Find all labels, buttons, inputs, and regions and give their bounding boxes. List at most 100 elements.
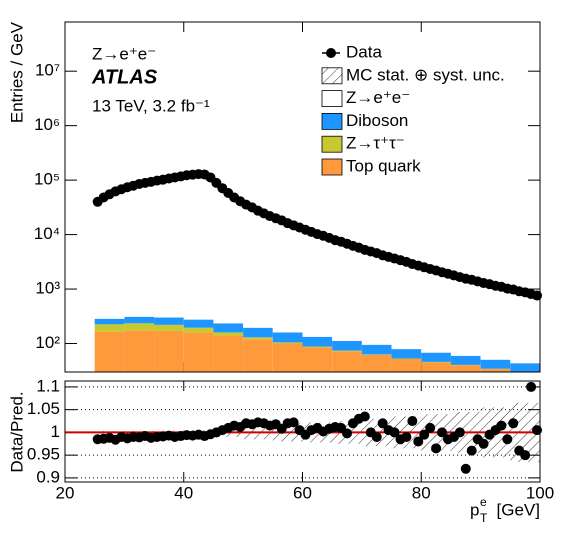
ratio-point xyxy=(419,429,430,440)
stack-bar xyxy=(272,342,303,344)
ratio-point xyxy=(437,427,448,438)
stack-bar xyxy=(154,330,184,372)
y-tick-label: 10⁷ xyxy=(35,61,60,80)
plot-frame xyxy=(64,380,541,483)
stack-bar xyxy=(450,355,481,365)
stack-bar xyxy=(480,359,511,369)
ratio-point xyxy=(389,427,400,438)
y-tick-label: 1 xyxy=(51,422,60,441)
ratio-point xyxy=(460,463,471,474)
legend-marker xyxy=(321,113,343,130)
ratio-point xyxy=(502,434,513,445)
stack-bar xyxy=(510,291,540,364)
stack-bar xyxy=(94,324,125,332)
y-tick-label: 10⁶ xyxy=(34,115,60,134)
ratio-point xyxy=(401,431,412,442)
stack-bar xyxy=(243,339,273,372)
stack-bar xyxy=(302,233,333,337)
legend-marker xyxy=(321,90,343,107)
stack-bar xyxy=(183,327,214,333)
stack-bar xyxy=(213,323,244,333)
ratio-point xyxy=(454,427,465,438)
ratio-point xyxy=(425,422,436,433)
legend-label: Data xyxy=(346,42,382,61)
stack-bar xyxy=(213,195,244,324)
stack-bar xyxy=(361,354,392,372)
y-tick-label: 0.9 xyxy=(36,467,60,486)
x-tick-label: 40 xyxy=(174,483,193,502)
legend-marker xyxy=(321,135,343,153)
x-axis-label: p xyxy=(470,500,479,519)
x-tick-label: 20 xyxy=(56,483,75,502)
ratio-point xyxy=(371,431,382,442)
stack-bar xyxy=(243,337,273,340)
stack-bar xyxy=(154,324,184,331)
x-axis-label-sup: e xyxy=(480,495,487,509)
y-tick-label: 10⁵ xyxy=(34,170,60,189)
ratio-y-axis-label: Data/Pred. xyxy=(7,391,26,472)
ratio-point xyxy=(478,438,489,449)
stack-bar xyxy=(94,194,125,319)
process-label: Z→e⁺e⁻ xyxy=(92,44,156,63)
ratio-point xyxy=(413,436,424,447)
stack-bar xyxy=(302,347,333,372)
stack-bar xyxy=(332,340,362,351)
stack-bar xyxy=(480,369,511,372)
experiment-label: ATLAS xyxy=(91,66,158,88)
energy-lumi-label: 13 TeV, 3.2 fb⁻¹ xyxy=(92,96,210,115)
ratio-point xyxy=(288,417,299,428)
stack-bar xyxy=(183,319,214,328)
plot-frame xyxy=(64,21,541,373)
x-tick-label: 80 xyxy=(412,483,431,502)
ratio-point xyxy=(407,416,418,427)
y-tick-label: 1.05 xyxy=(27,399,60,418)
stack-bar xyxy=(272,343,303,372)
legend-label: Top quark xyxy=(346,156,421,175)
stack-bar xyxy=(480,284,511,360)
stack-bar xyxy=(124,323,155,331)
stack-bar xyxy=(183,332,214,372)
stack-bar xyxy=(124,316,155,324)
stack-bar xyxy=(272,332,303,343)
stack-bar xyxy=(94,318,125,325)
stack-bar xyxy=(213,332,244,336)
stack-bar xyxy=(450,277,481,356)
stack-bar xyxy=(243,210,273,328)
stack-bar xyxy=(124,184,155,317)
y-axis-label: Entries / GeV xyxy=(7,21,26,123)
stack-bar xyxy=(332,350,362,352)
y-tick-label: 1.1 xyxy=(36,376,60,395)
ratio-point xyxy=(526,381,537,392)
stack-bar xyxy=(391,358,422,372)
x-axis-unit: [GeV] xyxy=(497,500,540,519)
ratio-point xyxy=(466,445,477,456)
stack-bar xyxy=(154,317,184,325)
stack-bar xyxy=(421,352,451,362)
stack-bar xyxy=(124,330,155,372)
legend-label: Diboson xyxy=(346,111,408,130)
ratio-point xyxy=(342,428,353,439)
legend-marker xyxy=(321,67,343,85)
x-tick-label: 100 xyxy=(526,483,554,502)
stack-bar xyxy=(272,222,303,333)
x-axis-label-sub: T xyxy=(480,511,488,525)
ratio-point xyxy=(431,443,442,454)
stack-bar xyxy=(332,351,362,372)
stack-bar xyxy=(421,362,451,372)
stack-bar xyxy=(361,344,392,355)
y-tick-label: 10² xyxy=(35,333,60,352)
legend-label: Z→e⁺e⁻ xyxy=(346,88,410,107)
stack-bar xyxy=(183,175,214,320)
data-point xyxy=(532,290,543,301)
y-tick-label: 0.95 xyxy=(27,445,60,464)
ratio-point xyxy=(359,411,370,422)
stack-bar xyxy=(421,269,451,353)
legend-marker xyxy=(321,158,343,176)
stack-bar xyxy=(421,361,451,363)
ratio-point xyxy=(532,425,543,436)
stack-bar xyxy=(391,261,422,350)
y-tick-label: 10³ xyxy=(35,279,60,298)
legend-marker xyxy=(326,48,336,58)
legend-label: MC stat. ⊕ syst. unc. xyxy=(346,65,505,84)
stack-bar xyxy=(391,349,422,359)
